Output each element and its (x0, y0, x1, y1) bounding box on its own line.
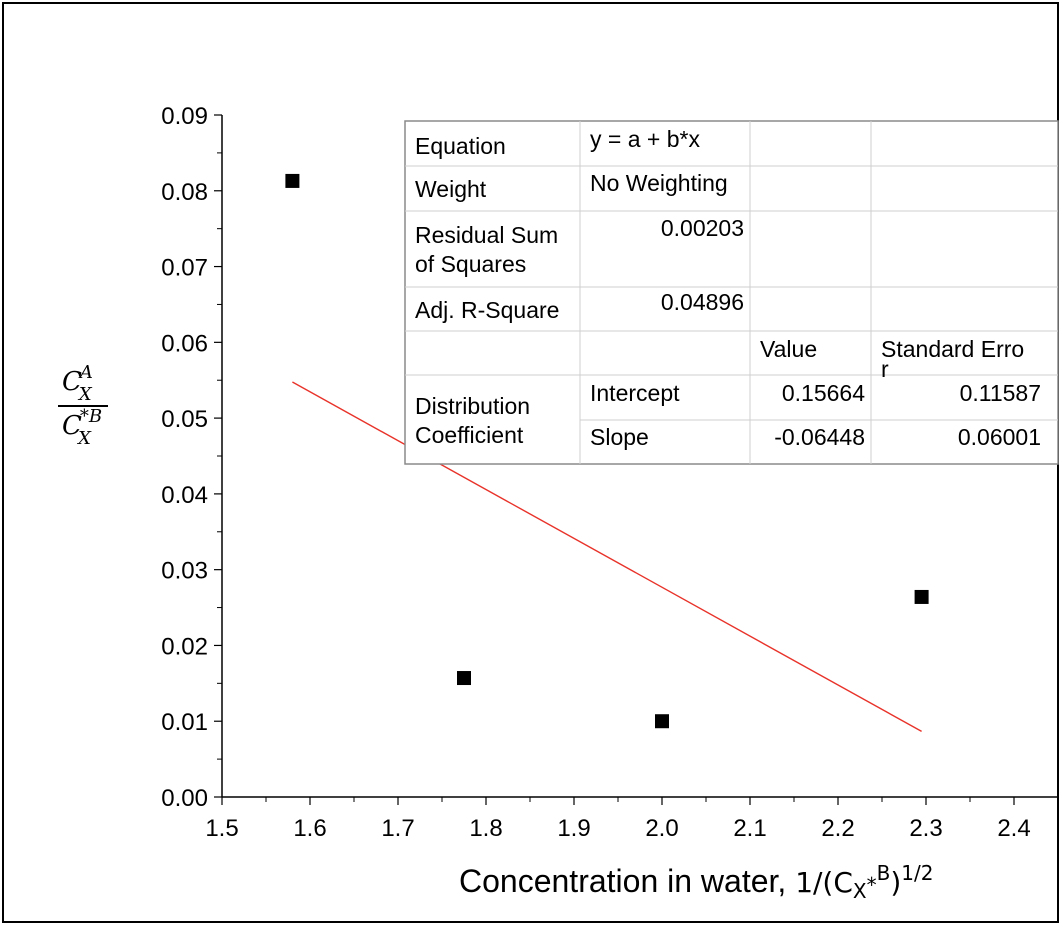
stats-slope-stderr: 0.06001 (958, 424, 1041, 450)
stats-adjr-value: 0.04896 (661, 289, 744, 315)
fit-line-group (292, 381, 922, 733)
stats-stderr-header-overflow: r (881, 356, 889, 382)
y-tick-label: 0.00 (161, 785, 208, 812)
y-tick-label: 0.07 (161, 255, 208, 282)
data-point (655, 714, 669, 729)
stats-adjr-label: Adj. R-Square (415, 297, 559, 323)
y-tick-label: 0.02 (161, 633, 208, 660)
stats-rss-value: 0.00203 (661, 215, 744, 241)
y-tick-label: 0.08 (161, 179, 208, 206)
stats-slope-label: Slope (590, 424, 649, 450)
y-tick-label: 0.03 (161, 558, 208, 585)
data-point (457, 671, 471, 686)
y-label-denominator: C*B X (62, 406, 102, 449)
stats-intercept-label: Intercept (590, 380, 680, 406)
stats-weight-value: No Weighting (590, 170, 728, 196)
stats-equation-label: Equation (415, 133, 506, 159)
y-tick-label: 0.05 (161, 406, 208, 433)
y-tick-label: 0.09 (161, 103, 208, 130)
stats-value-header: Value (760, 336, 817, 362)
x-tick-label: 1.6 (293, 815, 326, 842)
y-label-numerator: CA X (62, 362, 93, 405)
x-axis-label: Concentration in water, 1/(CX*B)1/2 (459, 861, 933, 903)
y-tick-label: 0.06 (161, 330, 208, 357)
y-tick-label: 0.04 (161, 482, 208, 509)
fit-line (292, 381, 922, 733)
stats-table-gridlines (405, 121, 1058, 464)
stats-weight-label: Weight (415, 176, 487, 202)
tick-marks (214, 114, 1015, 805)
stats-rss-label-line2: of Squares (415, 251, 526, 277)
x-tick-label: 2.3 (909, 815, 942, 842)
fit-statistics-table: Equation y = a + b*x Weight No Weighting… (404, 120, 1059, 465)
x-tick-label: 1.8 (469, 815, 502, 842)
stats-group-label-line2: Coefficient (415, 422, 524, 448)
stats-intercept-value: 0.15664 (782, 380, 865, 406)
data-point (914, 589, 929, 604)
stats-group-label-line1: Distribution (415, 393, 530, 419)
stats-stderr-header: Standard Erro (881, 336, 1024, 362)
x-tick-label: 2.4 (997, 815, 1030, 842)
y-axis-label: CA X C*B X (58, 362, 108, 449)
stats-slope-value: -0.06448 (774, 424, 865, 450)
x-tick-label: 2.1 (733, 815, 766, 842)
tick-labels: 1.5 1.6 1.7 1.8 1.9 2.0 2.1 2.2 2.3 2.4 0.00 0.01 0.… (161, 103, 1030, 842)
x-tick-label: 2.0 (645, 815, 678, 842)
y-tick-label: 0.01 (161, 709, 208, 736)
x-tick-label: 1.7 (381, 815, 414, 842)
data-points (285, 173, 929, 729)
stats-table-border (404, 120, 1059, 465)
data-point (285, 173, 300, 188)
stats-intercept-stderr: 0.11587 (960, 380, 1041, 406)
x-tick-label: 2.2 (821, 815, 854, 842)
x-tick-label: 1.5 (205, 815, 238, 842)
stats-equation-value: y = a + b*x (590, 126, 700, 152)
x-tick-label: 1.9 (557, 815, 590, 842)
stats-rss-label-line1: Residual Sum (415, 222, 558, 248)
